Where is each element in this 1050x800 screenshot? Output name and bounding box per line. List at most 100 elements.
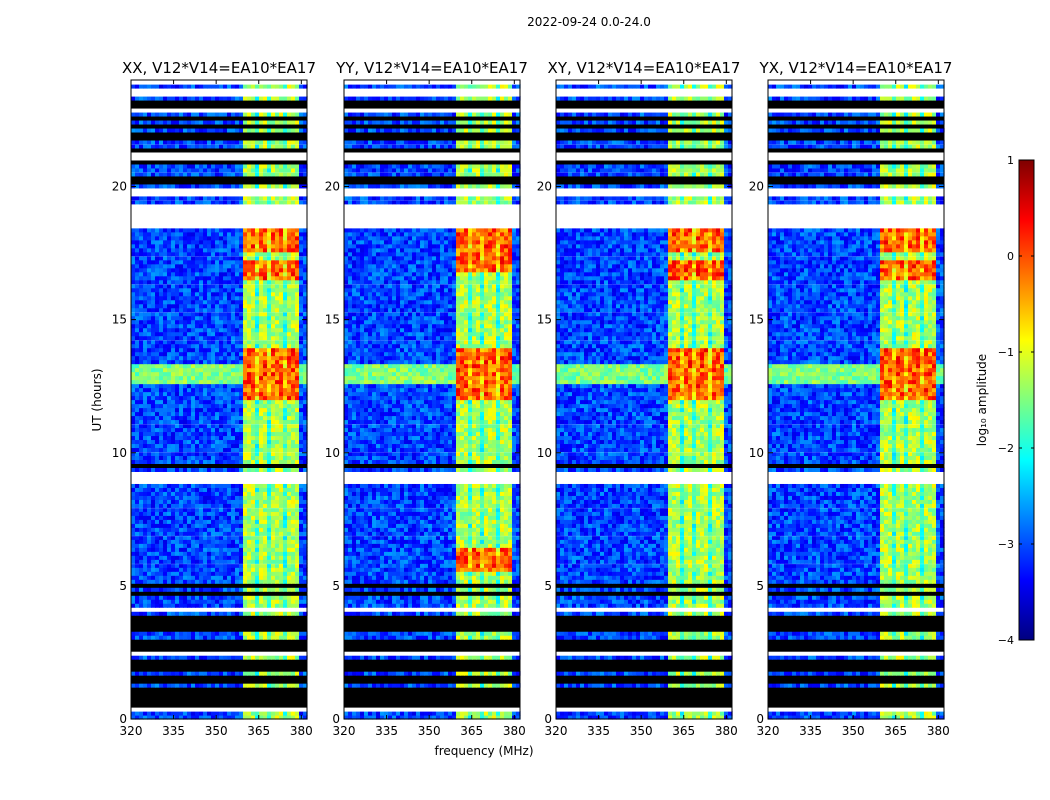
heatmap-cell [223, 499, 228, 504]
heatmap-cell [131, 459, 136, 464]
heatmap-cell [291, 539, 296, 544]
heatmap-cell [135, 360, 140, 365]
heatmap-cell [195, 671, 200, 676]
heatmap-cell [231, 559, 236, 564]
heatmap-cell [195, 403, 200, 408]
heatmap-cell [243, 579, 248, 584]
heatmap-cell [163, 527, 168, 532]
heatmap-cell [219, 411, 224, 416]
heatmap-cell [207, 411, 212, 416]
heatmap-cell [183, 539, 188, 544]
heatmap-cell [163, 407, 168, 412]
heatmap-cell [227, 603, 232, 608]
heatmap-cell [163, 455, 168, 460]
heatmap-cell [279, 400, 284, 405]
heatmap-cell [227, 443, 232, 448]
heatmap-cell [219, 356, 224, 361]
heatmap-cell [211, 431, 216, 436]
heatmap-cell [271, 384, 276, 389]
heatmap-cell [243, 519, 248, 524]
heatmap-cell [235, 611, 240, 616]
heatmap-cell [219, 380, 224, 385]
heatmap-cell [155, 483, 160, 488]
heatmap-cell [271, 599, 276, 604]
heatmap-cell [247, 376, 252, 381]
heatmap-cell [223, 635, 228, 640]
heatmap-cell [159, 547, 164, 552]
heatmap-cell [183, 455, 188, 460]
heatmap-cell [207, 380, 212, 385]
heatmap-cell [267, 403, 272, 408]
heatmap-cell [255, 419, 260, 424]
heatmap-cell [187, 631, 192, 636]
heatmap-cell [239, 539, 244, 544]
heatmap-cell [287, 392, 292, 397]
heatmap-cell [183, 443, 188, 448]
heatmap-cell [247, 527, 252, 532]
heatmap-cell [263, 547, 268, 552]
heatmap-cell [143, 487, 148, 492]
heatmap-cell [255, 543, 260, 548]
heatmap-cell [135, 539, 140, 544]
heatmap-cell [199, 555, 204, 560]
heatmap-cell [191, 527, 196, 532]
heatmap-cell [171, 519, 176, 524]
heatmap-cell [279, 487, 284, 492]
heatmap-cell [167, 376, 172, 381]
heatmap-cell [163, 511, 168, 516]
heatmap-cell [291, 384, 296, 389]
heatmap-cell [199, 419, 204, 424]
heatmap-cell [271, 539, 276, 544]
heatmap-cell [131, 415, 136, 420]
heatmap-cell [159, 511, 164, 516]
heatmap-cell [295, 439, 300, 444]
heatmap-cell [255, 396, 260, 401]
heatmap-cell [211, 671, 216, 676]
heatmap-cell [203, 380, 208, 385]
heatmap-cell [231, 364, 236, 369]
heatmap-cell [231, 567, 236, 572]
heatmap-cell [135, 419, 140, 424]
heatmap-cell [167, 559, 172, 564]
heatmap-cell [223, 547, 228, 552]
heatmap-cell [159, 555, 164, 560]
heatmap-cell [207, 655, 212, 660]
heatmap-cell [299, 487, 304, 492]
heatmap-cell [143, 407, 148, 412]
heatmap-cell [163, 611, 168, 616]
heatmap-cell [227, 435, 232, 440]
heatmap-cell [287, 447, 292, 452]
heatmap-cell [207, 579, 212, 584]
heatmap-cell [179, 595, 184, 600]
heatmap-cell [143, 503, 148, 508]
heatmap-cell [207, 407, 212, 412]
heatmap-cell [291, 495, 296, 500]
heatmap-cell [243, 539, 248, 544]
heatmap-cell [179, 491, 184, 496]
heatmap-cell [211, 400, 216, 405]
heatmap-cell [283, 459, 288, 464]
heatmap-cell [271, 455, 276, 460]
heatmap-cell [259, 543, 264, 548]
heatmap-cell [239, 683, 244, 688]
heatmap-cell [275, 587, 280, 592]
heatmap-cell [171, 547, 176, 552]
heatmap-cell [235, 368, 240, 373]
heatmap-cell [255, 372, 260, 377]
heatmap-cell [179, 551, 184, 556]
heatmap-cell [223, 392, 228, 397]
heatmap-cell [239, 527, 244, 532]
heatmap-cell [219, 503, 224, 508]
heatmap-cell [211, 467, 216, 472]
heatmap-cell [195, 559, 200, 564]
heatmap-cell [171, 595, 176, 600]
heatmap-cell [175, 531, 180, 536]
heatmap-cell [291, 467, 296, 472]
heatmap-cell [219, 559, 224, 564]
heatmap-cell [227, 635, 232, 640]
heatmap-cell [147, 419, 152, 424]
flagged-row [131, 463, 307, 468]
heatmap-cell [199, 503, 204, 508]
heatmap-cell [219, 587, 224, 592]
heatmap-cell [263, 503, 268, 508]
